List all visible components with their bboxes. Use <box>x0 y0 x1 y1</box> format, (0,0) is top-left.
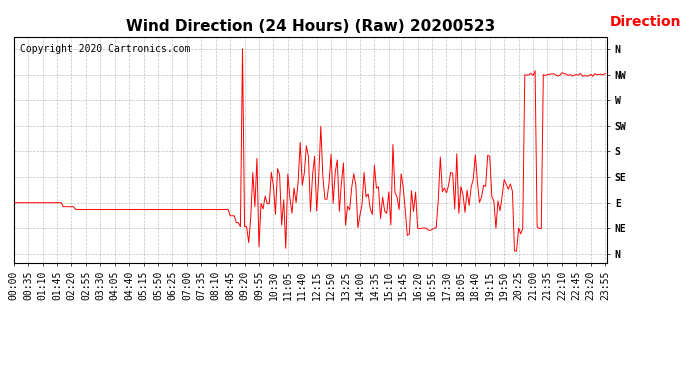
Text: Direction: Direction <box>610 15 682 28</box>
Title: Wind Direction (24 Hours) (Raw) 20200523: Wind Direction (24 Hours) (Raw) 20200523 <box>126 18 495 33</box>
Text: Copyright 2020 Cartronics.com: Copyright 2020 Cartronics.com <box>20 44 190 54</box>
